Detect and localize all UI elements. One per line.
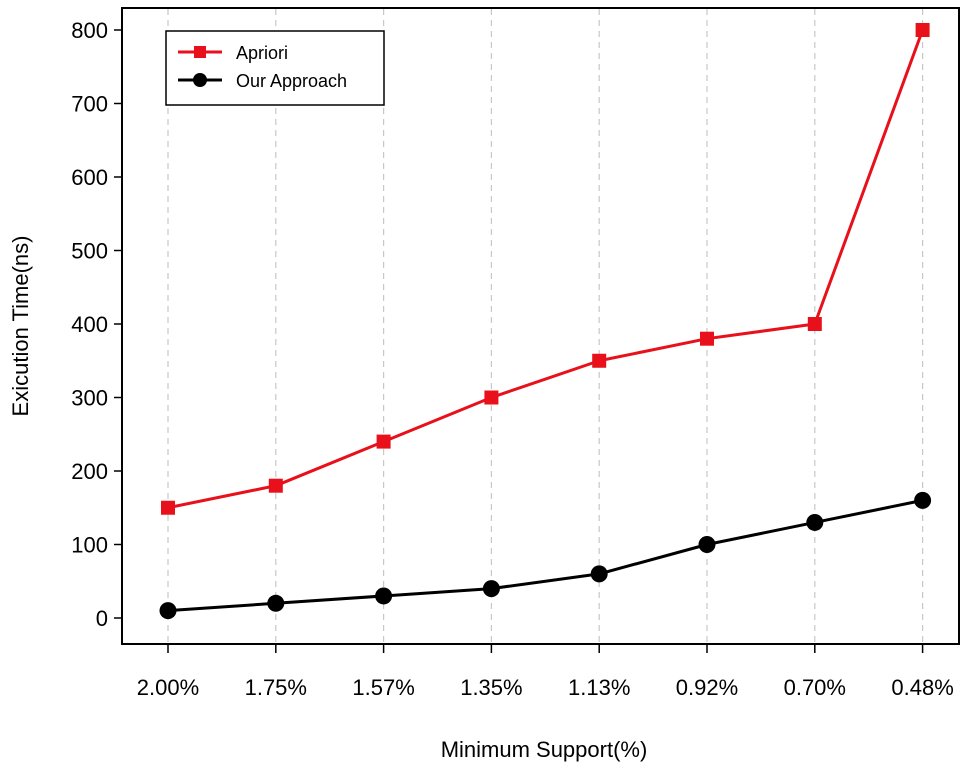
data-point-our-approach — [267, 594, 285, 612]
y-tick-label: 600 — [71, 165, 108, 190]
legend-marker-our-approach — [193, 73, 207, 87]
series-line-our-approach — [167, 498, 923, 613]
data-point-our-approach — [482, 580, 500, 598]
data-point-our-approach — [698, 536, 716, 553]
legend-label-our-approach: Our Approach — [236, 71, 347, 91]
y-tick-label: 200 — [71, 459, 108, 484]
data-point-our-approach — [806, 513, 824, 531]
x-tick-label: 0.48% — [891, 675, 953, 700]
y-tick-label: 100 — [71, 533, 108, 558]
x-tick-label: 1.57% — [352, 675, 414, 700]
data-point-apriori — [268, 478, 283, 493]
legend-marker-apriori — [194, 46, 206, 58]
y-tick-label: 300 — [71, 386, 108, 411]
y-tick-label: 0 — [96, 606, 108, 631]
plot-frame — [121, 7, 960, 645]
y-axis: 0 100 200 300 400 500 600 700 800 — [71, 18, 122, 631]
legend: Apriori Our Approach — [165, 30, 385, 106]
series-layer — [159, 23, 932, 620]
series-line-apriori — [167, 29, 925, 510]
y-tick-label: 700 — [71, 92, 108, 117]
legend-label-apriori: Apriori — [236, 43, 288, 63]
data-point-apriori — [700, 331, 714, 346]
data-point-apriori — [161, 500, 175, 515]
x-axis: 2.00% 1.75% 1.57% 1.35% 1.13% 0.92% 0.70% 0.48% — [137, 644, 954, 700]
data-point-apriori — [592, 353, 607, 368]
data-point-our-approach — [375, 587, 393, 605]
x-tick-label: 1.35% — [460, 675, 522, 700]
x-tick-label: 2.00% — [137, 675, 199, 700]
data-point-apriori — [376, 434, 391, 449]
data-point-our-approach — [914, 491, 932, 509]
x-tick-label: 0.70% — [784, 675, 846, 700]
data-point-apriori — [915, 23, 930, 37]
y-tick-label: 500 — [71, 239, 108, 264]
y-axis-title: Exicution Time(ns) — [8, 236, 33, 417]
data-point-apriori — [807, 317, 822, 331]
x-tick-label: 1.13% — [568, 675, 630, 700]
data-point-apriori — [484, 390, 499, 405]
legend-box — [165, 30, 385, 106]
x-axis-title: Minimum Support(%) — [441, 737, 648, 762]
y-tick-label: 800 — [71, 18, 108, 43]
y-tick-label: 400 — [71, 312, 108, 337]
x-tick-label: 1.75% — [245, 675, 307, 700]
data-point-our-approach — [159, 602, 177, 620]
data-point-our-approach — [590, 565, 608, 583]
x-tick-label: 0.92% — [676, 675, 738, 700]
